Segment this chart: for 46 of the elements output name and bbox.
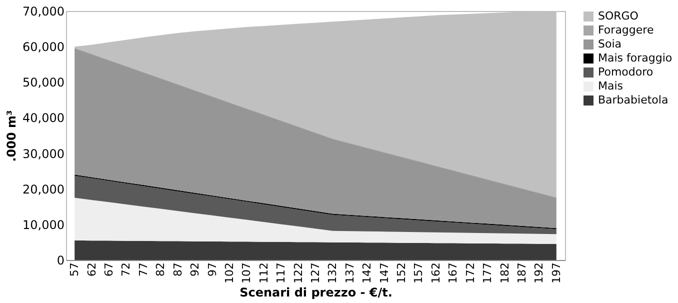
- x-tick-label: 152: [395, 262, 408, 284]
- x-tick-label: 117: [274, 262, 288, 284]
- x-tick-label: 167: [446, 262, 460, 284]
- x-tick-label: 77: [136, 262, 150, 276]
- x-tick-label: 72: [120, 262, 133, 276]
- x-tick-label: 62: [85, 262, 98, 276]
- legend-label: Mais foraggio: [598, 52, 672, 64]
- x-tick-label: 102: [222, 262, 236, 284]
- y-tick-label: 70,000: [22, 4, 64, 18]
- x-tick-label: 122: [292, 262, 305, 284]
- y-axis-title: .000 m³: [4, 110, 19, 162]
- x-axis-title: Scenari di prezzo - €/t.: [240, 285, 392, 300]
- legend-label: Foraggere: [598, 24, 654, 36]
- x-tick-label: 112: [257, 262, 270, 284]
- x-tick-label: 87: [171, 262, 184, 276]
- x-tick-label: 67: [102, 262, 116, 276]
- x-tick-label: 132: [326, 262, 340, 284]
- x-tick-label: 192: [532, 262, 546, 284]
- x-tick-label: 142: [360, 262, 374, 284]
- x-tick-label: 82: [154, 262, 168, 276]
- x-tick-label: 197: [550, 262, 563, 284]
- x-tick-label: 57: [68, 262, 82, 276]
- x-tick-label: 127: [309, 262, 322, 284]
- x-tick-label: 147: [378, 262, 391, 284]
- y-tick-label: 30,000: [22, 146, 64, 161]
- x-tick-label: 92: [188, 262, 202, 276]
- x-tick-label: 177: [481, 262, 494, 284]
- y-tick-label: 50,000: [22, 76, 64, 90]
- x-tick-label: 182: [498, 262, 512, 284]
- y-tick-label: 40,000: [22, 111, 64, 126]
- y-tick-label: 10,000: [22, 218, 64, 232]
- legend-label: Barbabietola: [598, 94, 668, 106]
- x-tick-label: 187: [515, 262, 528, 284]
- legend-label: Pomodoro: [598, 66, 654, 78]
- x-tick-label: 162: [429, 262, 442, 284]
- legend-label: Mais: [598, 80, 624, 92]
- x-tick-label: 172: [464, 262, 477, 284]
- y-tick-label: 0: [56, 254, 64, 268]
- x-tick-label: 107: [240, 262, 254, 284]
- legend-label: SORGO: [598, 10, 639, 22]
- y-tick-label: 60,000: [22, 40, 64, 54]
- x-tick-label: 157: [412, 262, 426, 284]
- legend-label: Soia: [598, 38, 622, 50]
- y-tick-label: 20,000: [22, 182, 64, 196]
- x-tick-label: 137: [343, 262, 356, 284]
- x-tick-label: 97: [206, 262, 219, 276]
